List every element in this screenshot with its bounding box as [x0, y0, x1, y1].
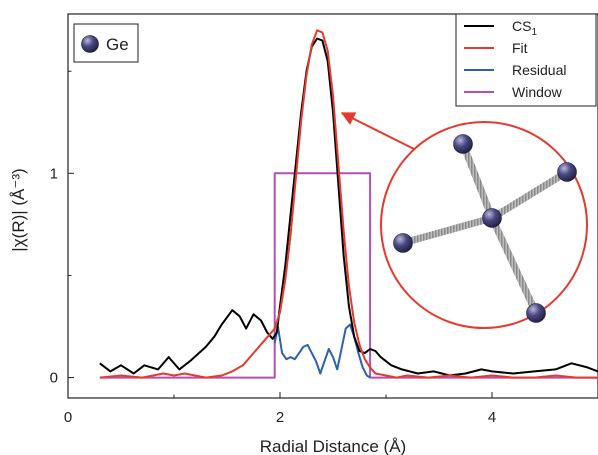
bond	[488, 214, 540, 317]
atom-legend: Ge	[73, 23, 139, 63]
legend-label-residual: Residual	[512, 62, 566, 78]
bond	[399, 214, 496, 247]
series-line-fit	[99, 29, 598, 379]
y-axis-label: |χ(R)| (Å⁻³)	[9, 168, 28, 251]
ge-atom-icon	[482, 208, 502, 228]
legend-label-window: Window	[512, 84, 563, 100]
x-axis-label: Radial Distance (Å)	[260, 437, 406, 455]
y-tick-label: 0	[50, 370, 58, 387]
ge-atom-icon	[393, 233, 413, 253]
legend-box	[455, 13, 597, 107]
legend-label-cs1: CS1	[512, 18, 537, 38]
plot-frame	[67, 13, 598, 399]
ge-atom-icon	[81, 35, 99, 53]
ge-atom-icon	[453, 134, 473, 154]
legend-label-cs1-sub: 1	[531, 27, 537, 38]
series-line-window	[99, 172, 598, 379]
x-tick-label: 2	[276, 409, 284, 426]
x-tick-label: 4	[488, 409, 496, 426]
legend-label-fit: Fit	[512, 40, 528, 56]
y-tick-label: 1	[50, 165, 58, 182]
atom-legend-label: Ge	[106, 35, 129, 54]
series-legend: CS1 Fit Residual Window	[455, 13, 597, 107]
legend-label-cs1-base: CS	[512, 18, 531, 34]
bond	[488, 168, 571, 222]
ge-atom-icon	[526, 303, 546, 323]
x-tick-label: 0	[64, 409, 72, 426]
tick-layer: 0 2 4 0 1	[50, 70, 598, 426]
structure-inset	[380, 121, 588, 329]
bond	[459, 140, 496, 222]
ge-atom-icon	[557, 162, 577, 182]
series-layer	[99, 29, 598, 379]
inset-circle	[380, 121, 588, 329]
